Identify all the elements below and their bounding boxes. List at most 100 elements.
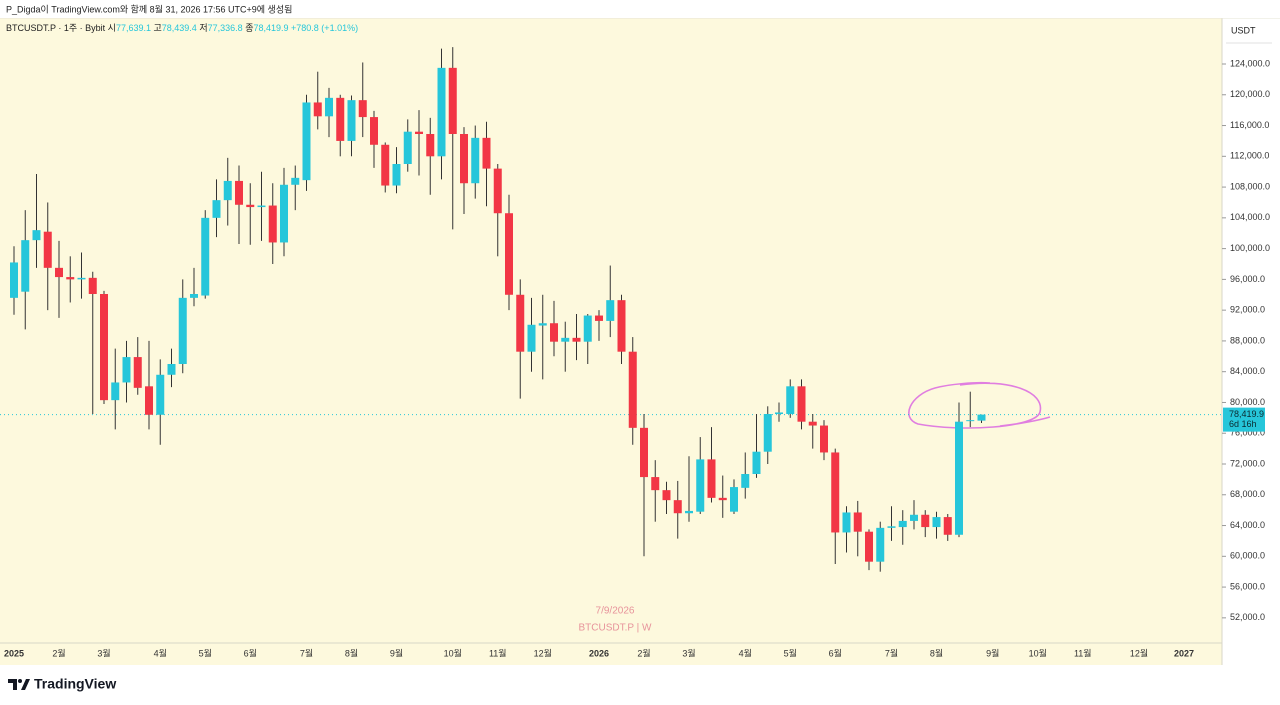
price-axis-background	[1222, 18, 1280, 665]
currency-label: USDT	[1231, 25, 1256, 35]
y-tick-label: 92,000.0	[1230, 305, 1265, 315]
candle-body	[392, 164, 401, 186]
x-tick-label: 7월	[300, 647, 313, 658]
y-tick-label: 112,000.0	[1230, 151, 1269, 161]
watermark-symbol: BTCUSDT.P | W	[579, 623, 653, 634]
brand-logo: TradingView	[8, 676, 116, 692]
candle-body	[358, 100, 367, 118]
y-tick-label: 108,000.0	[1230, 181, 1270, 191]
candle-body	[763, 414, 772, 452]
candle-body	[921, 514, 930, 528]
header-background	[0, 0, 1280, 18]
x-tick-label: 4월	[739, 647, 752, 658]
candle-body	[122, 357, 131, 383]
candle-body	[561, 337, 570, 342]
x-tick-label: 2025	[4, 648, 24, 658]
candle-body	[606, 300, 615, 321]
candle-body	[865, 531, 873, 562]
candle-body	[538, 323, 547, 326]
y-tick-label: 120,000.0	[1230, 89, 1270, 99]
candle-body	[617, 300, 626, 352]
y-tick-label: 52,000.0	[1230, 612, 1265, 622]
x-tick-label: 9월	[390, 647, 403, 658]
y-tick-label: 68,000.0	[1230, 489, 1265, 499]
candle-body	[223, 180, 232, 201]
x-tick-label: 12월	[1130, 647, 1148, 658]
candle-body	[156, 374, 165, 415]
candle-body	[246, 204, 255, 208]
candle-body	[808, 421, 817, 426]
candle-body	[730, 487, 738, 512]
candle-body	[268, 205, 277, 243]
candle-body	[66, 277, 75, 280]
x-tick-label: 8월	[345, 647, 358, 658]
legend-value: 77,336.8	[208, 23, 243, 33]
candle-body	[640, 427, 648, 478]
y-tick-label: 64,000.0	[1230, 520, 1265, 530]
y-tick-label: 116,000.0	[1230, 120, 1269, 130]
candle-body	[100, 294, 108, 401]
candle-body	[212, 200, 221, 218]
legend-label: 고	[154, 23, 162, 33]
candle-body	[910, 514, 918, 521]
x-tick-label: 4월	[154, 647, 167, 658]
candle-body	[460, 134, 468, 184]
y-tick-label: 76,000.0	[1230, 428, 1265, 438]
candle-body	[145, 386, 153, 415]
countdown-label: 6d 16h	[1229, 419, 1257, 429]
candle-body	[493, 168, 502, 214]
candle-body	[966, 420, 975, 422]
candle-body	[853, 512, 862, 532]
candle-body	[741, 474, 750, 488]
x-tick-label: 10월	[444, 647, 462, 658]
candle-body	[775, 412, 783, 414]
x-tick-label: 9월	[986, 647, 999, 658]
candle-body	[516, 294, 525, 352]
legend-label: 저	[199, 23, 207, 33]
candle-body	[381, 144, 390, 186]
y-tick-label: 80,000.0	[1230, 397, 1265, 407]
candle-body	[280, 184, 288, 243]
price-tag-label: 78,419.9	[1229, 409, 1264, 419]
x-tick-label: 3월	[682, 647, 695, 658]
x-tick-label: 7월	[885, 647, 898, 658]
y-tick-label: 60,000.0	[1230, 551, 1265, 561]
candle-body	[347, 100, 356, 141]
y-tick-label: 56,000.0	[1230, 581, 1265, 591]
brand-icon	[8, 679, 30, 690]
candle-body	[291, 177, 300, 185]
legend-label: 시	[108, 23, 116, 33]
symbol-legend: BTCUSDT.P · 1주 · Bybit 시77,639.1 고78,439…	[6, 23, 358, 33]
candle-body	[302, 102, 311, 181]
y-tick-label: 100,000.0	[1230, 243, 1270, 253]
x-tick-label: 2027	[1174, 648, 1194, 658]
candle-body	[370, 117, 378, 145]
y-tick-label: 104,000.0	[1230, 212, 1270, 222]
y-tick-label: 96,000.0	[1230, 274, 1265, 284]
brand-icon-dot	[18, 679, 22, 683]
candle-body	[797, 386, 806, 422]
candle-body	[32, 230, 41, 241]
x-tick-label: 12월	[534, 647, 552, 658]
candle-body	[550, 323, 558, 342]
candle-body	[628, 351, 637, 428]
candle-body	[752, 451, 761, 474]
candle-body	[313, 102, 322, 117]
candle-body	[583, 315, 592, 342]
hand-drawn-annotation	[908, 381, 1051, 429]
brand-name: TradingView	[34, 676, 116, 692]
candle-body	[932, 517, 941, 528]
candle-body	[111, 382, 120, 401]
candle-body	[471, 137, 480, 184]
candle-body	[415, 131, 423, 134]
candle-body	[21, 240, 30, 292]
candle-body	[707, 459, 716, 498]
candle-body	[448, 67, 457, 134]
candle-body	[426, 134, 435, 157]
candle-body	[10, 262, 18, 298]
candle-body	[718, 497, 727, 501]
x-tick-label: 2월	[637, 647, 650, 658]
candle-body	[167, 364, 176, 375]
x-tick-label: 10월	[1029, 647, 1047, 658]
y-tick-label: 124,000.0	[1230, 58, 1270, 68]
